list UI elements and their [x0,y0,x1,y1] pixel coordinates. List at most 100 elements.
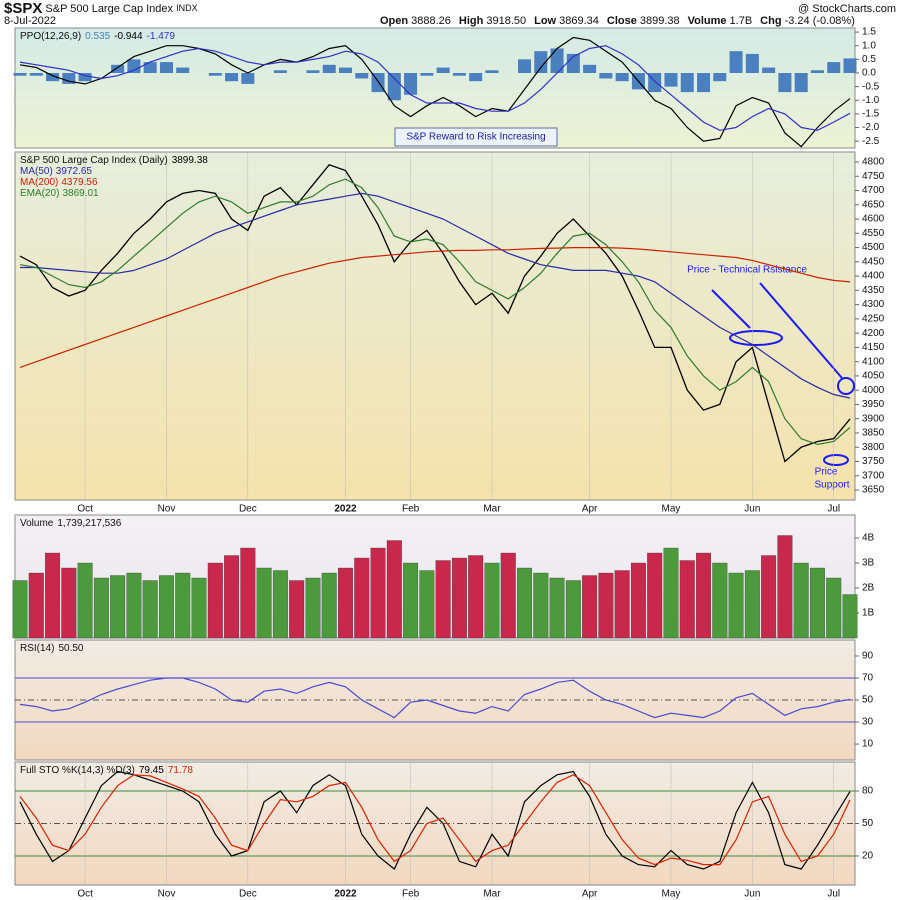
y-tick-label: 2B [862,583,875,594]
y-tick-label: 4550 [862,228,885,239]
histogram-bar [583,64,597,73]
volume-bar [240,547,256,639]
histogram-bar [46,73,60,82]
volume-bar [517,567,532,639]
volume-bar [12,580,28,639]
y-tick-label: 3950 [862,399,885,410]
volume-bar [93,577,109,639]
quote-value: 1.7B [730,15,753,27]
histogram-bar [176,67,190,73]
histogram-bar [322,64,336,73]
histogram-bar [566,53,580,73]
legend: Full STO %K(14,3) %D(3) 79.45 71.78 [20,765,193,776]
histogram-bar [615,73,629,82]
y-tick-label: 4000 [862,385,885,396]
histogram-bar [745,53,759,73]
histogram-bar [729,51,743,73]
x-tick-label: 2022 [334,889,357,900]
histogram-bar [29,73,43,76]
x-tick-label: 2022 [334,504,357,515]
volume-bar [207,562,223,639]
volume-bar [451,557,467,639]
x-tick-label: Jul [827,889,840,900]
histogram-bar [436,67,450,73]
y-tick-label: 0.5 [862,54,876,65]
volume-bar [696,552,712,639]
volume-bar [533,572,549,639]
volume-bar [809,567,825,639]
legend-value: 50.50 [58,643,83,654]
legend-value: 1,739,217,536 [57,518,121,529]
y-tick-label: 3B [862,558,875,569]
volume-bar [598,572,614,639]
y-tick-label: -2.0 [862,122,880,133]
histogram-bar [404,73,418,95]
y-tick-label: 50 [862,818,874,829]
volume-bar [370,547,386,639]
volume-bar [777,535,793,639]
histogram-bar [241,73,255,84]
x-tick-label: Nov [158,889,176,900]
volume-bar [614,570,630,639]
volume-bar [468,555,484,639]
header-line: $SPX S&P 500 Large Cap Index INDX [4,0,198,17]
x-tick-label: Dec [239,889,257,900]
x-tick-label: Mar [483,889,501,900]
x-tick-label: Oct [77,504,93,515]
volume-bar [647,552,663,639]
legend-title: Volume [20,518,54,529]
legend: Volume 1,739,217,536 [20,518,122,529]
y-tick-label: 4250 [862,314,885,325]
histogram-bar [306,70,320,73]
series-line [19,36,851,148]
histogram-bar [843,58,857,73]
security-name: S&P 500 Large Cap Index [45,3,173,15]
quote-value: 3899.38 [640,15,680,27]
volume-bar [582,575,598,639]
resistance-ellipse [729,330,783,346]
volume-bar [793,562,809,639]
y-tick-label: -1.0 [862,95,880,106]
x-tick-label: Apr [582,504,598,515]
volume-bar [191,577,207,639]
volume-bar [158,575,174,639]
quote-value: 3888.26 [411,15,451,27]
volume-bar [354,557,370,639]
y-tick-label: -2.5 [862,136,880,147]
volume-bar [679,560,695,639]
volume-bar [110,575,126,639]
y-tick-label: 90 [862,651,874,662]
legend-value: -1.479 [147,31,176,42]
y-tick-label: 4600 [862,214,885,225]
credit: @ StockCharts.com [798,3,896,15]
y-tick-label: 80 [862,786,874,797]
series-line [20,192,851,399]
x-tick-label: Feb [402,504,420,515]
legend-title: RSI(14) [20,643,54,654]
y-tick-label: 4200 [862,328,885,339]
volume-bar [305,577,321,639]
volume-bar [338,567,353,639]
volume-bar [126,572,142,639]
legend-name: EMA(20) [20,188,59,199]
legend-name: MA(50) [20,166,53,177]
histogram-bar [778,73,792,93]
y-tick-label: 4300 [862,299,885,310]
x-tick-label: Oct [77,889,93,900]
x-tick-label: May [662,504,681,515]
histogram-bar [273,70,287,73]
histogram-bar [469,73,483,82]
histogram-bar [762,67,776,73]
legend-value: 3899.38 [172,155,209,166]
volume-bar [28,572,44,639]
y-tick-label: 10 [862,739,874,750]
x-tick-label: Jun [744,889,760,900]
histogram-bar [13,73,27,76]
date: 8-Jul-2022 [4,15,56,27]
annotation: Price - Technical Rsistance [687,265,807,276]
price-panel [14,151,856,501]
y-tick-label: 1.0 [862,40,876,51]
histogram-bar [127,59,141,73]
y-tick-label: 30 [862,717,874,728]
